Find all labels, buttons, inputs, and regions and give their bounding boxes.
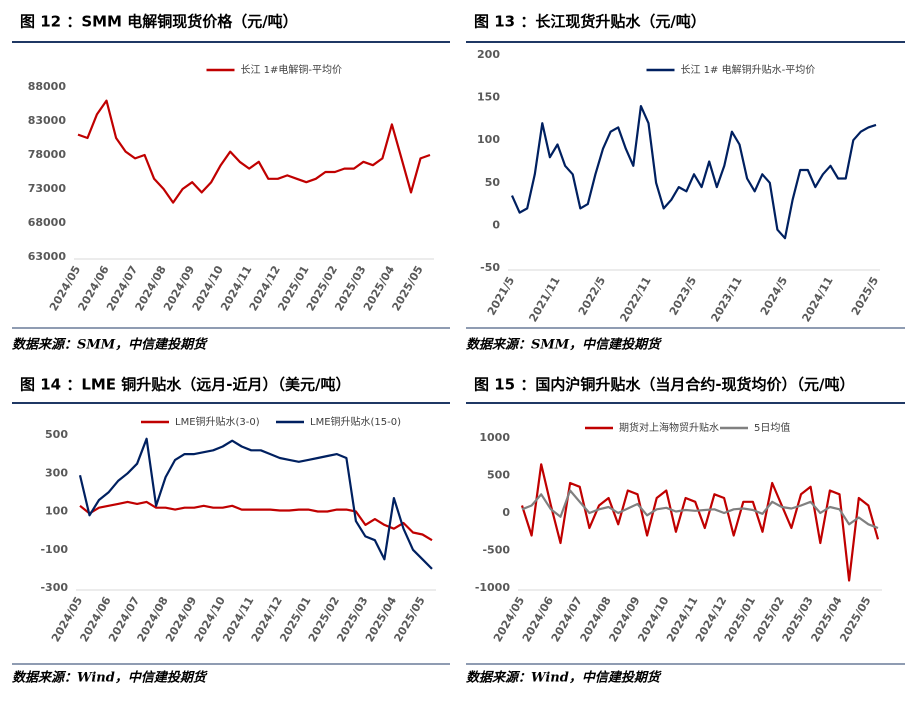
series-line bbox=[510, 105, 877, 240]
y-tick-label: 0 bbox=[502, 506, 510, 519]
y-tick-label: 88000 bbox=[28, 80, 67, 93]
y-tick-label: 200 bbox=[477, 48, 500, 61]
series-line bbox=[521, 489, 879, 530]
y-tick-label: 150 bbox=[477, 91, 500, 104]
legend-label: 长江 1#电解铜-平均价 bbox=[241, 63, 343, 76]
y-tick-label: 500 bbox=[45, 428, 68, 441]
figure-source: 数据来源：Wind，中信建投期货 bbox=[12, 670, 208, 686]
y-tick-label: 100 bbox=[477, 133, 500, 146]
y-tick-label: 73000 bbox=[28, 182, 67, 195]
y-tick-label: 100 bbox=[45, 505, 68, 518]
figure-title: 图 12 ：SMM 电解铜现货价格（元/吨） bbox=[20, 13, 298, 31]
y-tick-label: 1000 bbox=[479, 431, 510, 444]
legend-label: LME铜升贴水(15-0) bbox=[310, 415, 401, 428]
y-tick-label: -1000 bbox=[475, 581, 511, 594]
series-line bbox=[79, 500, 433, 542]
y-tick-label: 68000 bbox=[28, 216, 67, 229]
y-tick-label: -500 bbox=[482, 544, 510, 557]
y-tick-label: 500 bbox=[487, 469, 510, 482]
y-tick-label: 300 bbox=[45, 466, 68, 479]
figure-title: 图 14 ：LME 铜升贴水（远月-近月）（美元/吨） bbox=[20, 376, 350, 394]
series-line bbox=[78, 437, 433, 570]
legend-label: 长江 1# 电解铜升贴水-平均价 bbox=[681, 63, 816, 76]
legend-label: LME铜升贴水(3-0) bbox=[175, 415, 260, 428]
figure-title: 图 15 ：国内沪铜升贴水（当月合约-现货均价）（元/吨） bbox=[474, 376, 855, 394]
y-tick-label: -300 bbox=[40, 581, 68, 594]
figure-source: 数据来源：Wind，中信建投期货 bbox=[466, 670, 662, 686]
figure-source: 数据来源：SMM，中信建投期货 bbox=[466, 337, 662, 353]
figure-source: 数据来源：SMM，中信建投期货 bbox=[12, 337, 208, 353]
figure-title: 图 13 ：长江现货升贴水（元/吨） bbox=[474, 13, 706, 31]
y-tick-label: 50 bbox=[485, 176, 501, 189]
series-line bbox=[520, 463, 880, 582]
y-tick-label: 0 bbox=[492, 218, 500, 231]
y-tick-label: 63000 bbox=[28, 250, 67, 263]
legend-label: 期货对上海物贸升贴水 bbox=[619, 421, 719, 434]
y-tick-label: 78000 bbox=[28, 148, 67, 161]
y-tick-label: 83000 bbox=[28, 114, 67, 127]
y-tick-label: -100 bbox=[40, 543, 68, 556]
legend-label: 5日均值 bbox=[754, 421, 790, 434]
series-line bbox=[77, 99, 431, 204]
y-tick-label: -50 bbox=[480, 261, 500, 274]
